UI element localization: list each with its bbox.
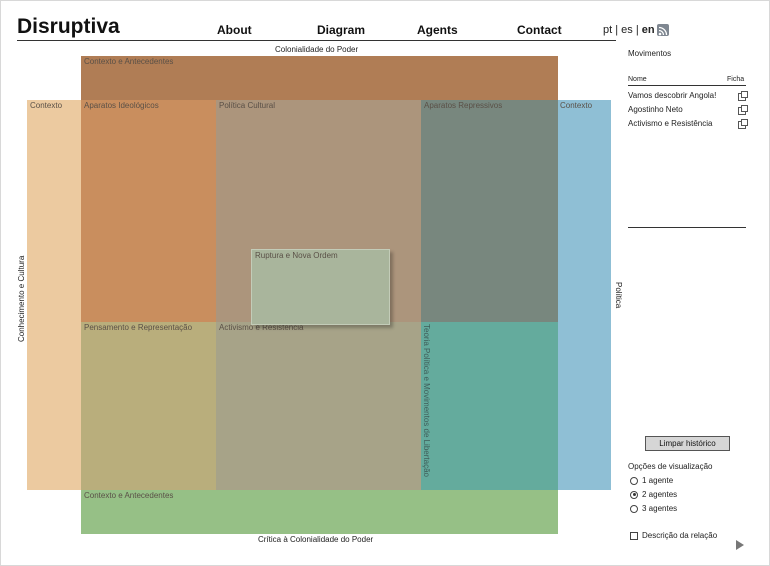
area-label: Política Cultural (219, 101, 276, 110)
radio-label: 2 agentes (642, 490, 678, 499)
view-option-3-agents[interactable]: 3 agentes (630, 504, 677, 513)
area-pensamento-representacao[interactable]: Pensamento e Representação (81, 322, 216, 490)
context-top[interactable]: Contexto e Antecedentes (81, 56, 558, 101)
context-top-label: Contexto e Antecedentes (84, 57, 174, 66)
area-label: Aparatos Ideológicos (84, 101, 159, 110)
axis-top-label: Colonialidade do Poder (275, 45, 359, 54)
area-aparatos-repressivos[interactable]: Aparatos Repressivos (421, 100, 558, 322)
checkbox-icon[interactable] (630, 531, 638, 540)
lang-es[interactable]: es (621, 24, 633, 36)
area-aparatos-ideologicos[interactable]: Aparatos Ideológicos (81, 100, 216, 322)
language-switcher: pt | es | en (603, 24, 655, 36)
clear-history-button[interactable]: Limpar histórico (645, 436, 730, 451)
context-bottom[interactable]: Contexto e Antecedentes (81, 490, 558, 534)
open-sheet-icon[interactable] (738, 119, 748, 129)
rss-icon[interactable] (657, 24, 669, 36)
checkbox-label: Descrição da relação (642, 531, 718, 540)
lang-pt[interactable]: pt (603, 24, 613, 36)
area-ruptura-nova-ordem[interactable]: Ruptura e Nova Ordem (251, 249, 390, 325)
lang-separator: | (612, 24, 622, 36)
axis-right-label: Política (614, 282, 623, 309)
nav-contact[interactable]: Contact (517, 23, 562, 37)
area-label: Activismo e Resistência (219, 323, 304, 332)
radio-icon[interactable] (630, 504, 638, 513)
area-label: Aparatos Repressivos (424, 101, 503, 110)
area-label: Teoria Política e Movimentos de Libertaç… (422, 324, 431, 477)
context-bottom-label: Contexto e Antecedentes (84, 491, 174, 500)
nav-agents[interactable]: Agents (417, 23, 458, 37)
area-teoria-politica[interactable]: Teoria Política e Movimentos de Libertaç… (421, 322, 558, 490)
movement-item[interactable]: Vamos descobrir Angola! (628, 91, 717, 100)
relation-description-toggle[interactable]: Descrição da relação (630, 531, 717, 540)
radio-label: 1 agente (642, 476, 674, 485)
area-activismo-resistencia[interactable]: Activismo e Resistência (216, 322, 421, 490)
radio-selected-icon[interactable] (630, 490, 638, 499)
area-label: Pensamento e Representação (84, 323, 193, 332)
context-left[interactable]: Contexto (27, 100, 83, 490)
lang-separator: | (632, 24, 642, 36)
axis-left-label: Conhecimento e Cultura (17, 255, 26, 342)
view-option-1-agent[interactable]: 1 agente (630, 476, 673, 485)
open-sheet-icon[interactable] (738, 91, 748, 101)
movement-item[interactable]: Activismo e Resistência (628, 119, 713, 128)
column-header-sheet: Ficha (727, 76, 745, 83)
nav-diagram[interactable]: Diagram (317, 23, 366, 37)
logo[interactable]: Disruptiva (17, 15, 120, 38)
context-right[interactable]: Contexto (557, 100, 611, 490)
view-options-title: Opções de visualização (628, 462, 713, 471)
movements-title: Movimentos (628, 49, 672, 58)
area-label: Ruptura e Nova Ordem (255, 251, 338, 260)
context-left-label: Contexto (30, 101, 63, 110)
radio-icon[interactable] (630, 476, 638, 485)
list-bottom-divider (628, 227, 746, 228)
movement-item[interactable]: Agostinho Neto (628, 105, 683, 114)
open-sheet-icon[interactable] (738, 105, 748, 115)
lang-en[interactable]: en (641, 24, 655, 36)
view-option-2-agents[interactable]: 2 agentes (630, 490, 677, 499)
radio-label: 3 agentes (642, 504, 678, 513)
axis-bottom-label: Crítica à Colonialidade do Poder (258, 535, 374, 544)
nav-about[interactable]: About (217, 23, 252, 37)
play-icon[interactable] (736, 540, 744, 550)
context-right-label: Contexto (560, 101, 593, 110)
column-header-name: Nome (628, 76, 647, 83)
list-header-divider (628, 85, 746, 86)
header-divider (17, 40, 616, 41)
